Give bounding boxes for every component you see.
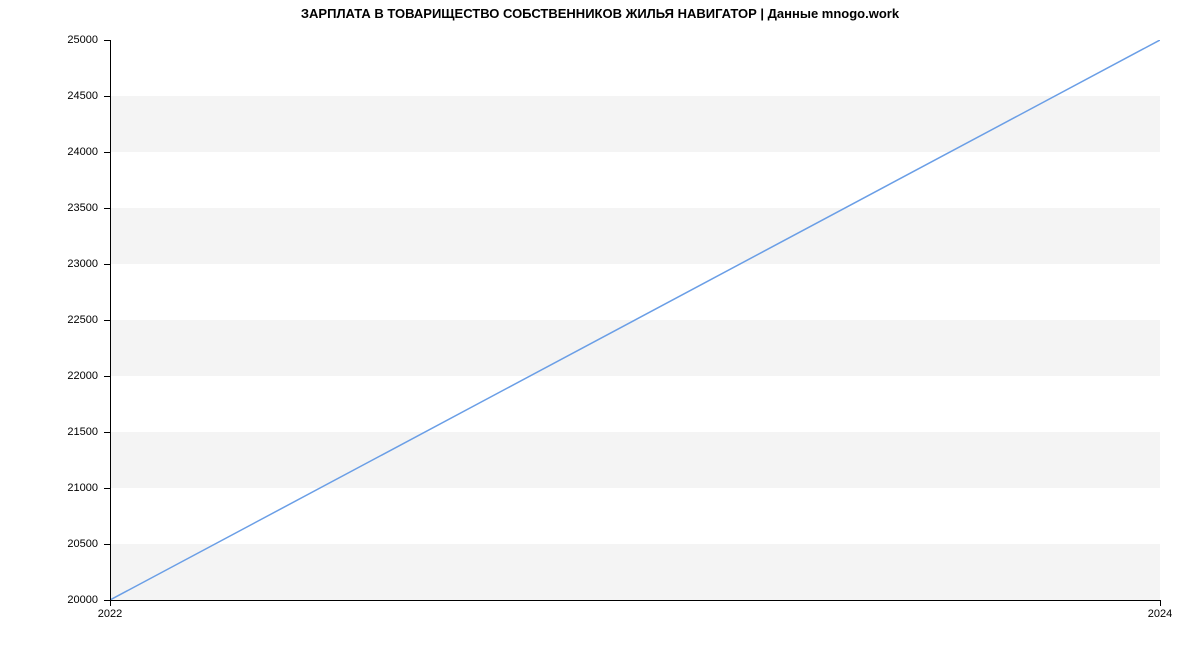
- y-tick: [104, 208, 110, 209]
- y-tick: [104, 488, 110, 489]
- y-tick: [104, 264, 110, 265]
- y-tick-label: 23500: [44, 202, 98, 214]
- y-tick-label: 24500: [44, 90, 98, 102]
- x-axis: [110, 600, 1160, 601]
- y-tick: [104, 96, 110, 97]
- y-tick: [104, 320, 110, 321]
- y-tick: [104, 152, 110, 153]
- y-tick-label: 25000: [44, 34, 98, 46]
- plot-area: [110, 40, 1160, 600]
- y-tick-label: 20500: [44, 538, 98, 550]
- y-tick-label: 22000: [44, 370, 98, 382]
- y-tick: [104, 432, 110, 433]
- y-tick: [104, 40, 110, 41]
- y-tick-label: 22500: [44, 314, 98, 326]
- y-tick-label: 24000: [44, 146, 98, 158]
- x-tick: [1160, 600, 1161, 606]
- line-series: [110, 40, 1160, 600]
- x-tick-label: 2024: [1120, 608, 1200, 620]
- y-axis: [110, 40, 111, 600]
- y-tick: [104, 544, 110, 545]
- series-line: [110, 40, 1160, 600]
- x-tick: [110, 600, 111, 606]
- y-tick: [104, 376, 110, 377]
- chart-container: ЗАРПЛАТА В ТОВАРИЩЕСТВО СОБСТВЕННИКОВ ЖИ…: [0, 0, 1200, 650]
- x-tick-label: 2022: [70, 608, 150, 620]
- y-tick-label: 21000: [44, 482, 98, 494]
- y-tick-label: 23000: [44, 258, 98, 270]
- chart-title: ЗАРПЛАТА В ТОВАРИЩЕСТВО СОБСТВЕННИКОВ ЖИ…: [0, 6, 1200, 21]
- y-tick-label: 20000: [44, 594, 98, 606]
- y-tick-label: 21500: [44, 426, 98, 438]
